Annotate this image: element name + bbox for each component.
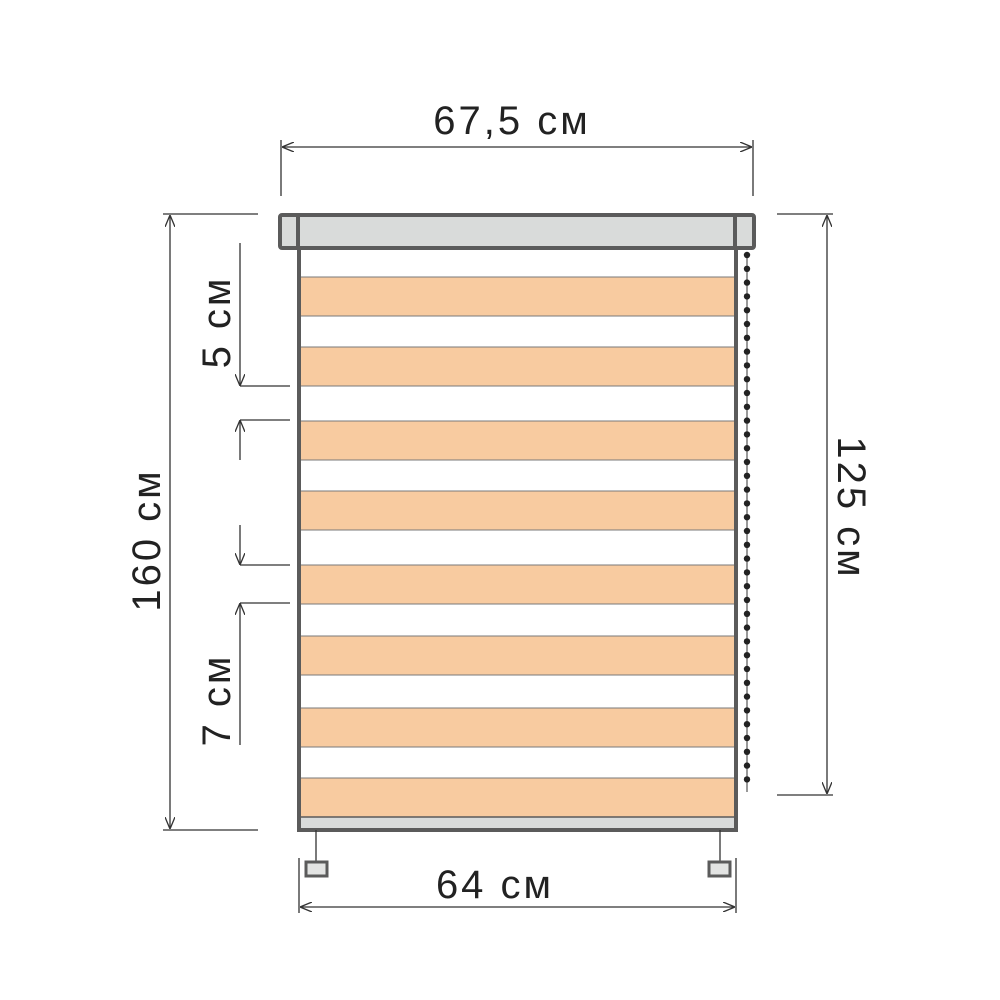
chain-bead xyxy=(743,652,751,659)
bead-chain-icon xyxy=(743,251,751,792)
chain-length-label: 125 см xyxy=(829,436,873,579)
total-height-label: 160 см xyxy=(125,468,169,611)
chain-bead xyxy=(743,417,751,424)
chain-bead xyxy=(743,527,751,535)
chain-bead xyxy=(743,762,751,769)
chain-bead xyxy=(743,403,751,410)
opaque-stripe xyxy=(299,635,736,676)
chain-bead xyxy=(743,293,751,300)
chain-bead xyxy=(743,583,751,590)
fabric-width-label: 64 см xyxy=(436,863,554,907)
opaque-stripe xyxy=(299,346,736,387)
dimension-sheer-gap-5: 5 см xyxy=(195,243,290,460)
opaque-stripe xyxy=(299,490,736,531)
chain-bead xyxy=(743,500,751,507)
chain-bead xyxy=(743,431,751,438)
fabric xyxy=(297,244,738,832)
chain-bead xyxy=(743,679,751,686)
chain-bead xyxy=(743,721,751,728)
chain-bead xyxy=(743,486,751,493)
chain-bead xyxy=(743,707,751,714)
chain-weight-icon xyxy=(304,830,732,878)
chain-bead xyxy=(743,334,751,341)
chain-bead xyxy=(743,458,751,466)
chain-bead xyxy=(743,320,751,328)
chain-bead xyxy=(743,307,751,314)
stripe-7-label: 7 см xyxy=(195,654,239,747)
opaque-stripe xyxy=(299,707,736,748)
chain-bead xyxy=(743,265,751,272)
opaque-stripe xyxy=(299,564,736,605)
chain-bead xyxy=(743,610,751,617)
chain-bead xyxy=(743,514,751,521)
chain-bead xyxy=(743,389,751,397)
cassette xyxy=(278,213,756,250)
chain-bead xyxy=(743,472,751,479)
chain-bead xyxy=(743,569,751,576)
opaque-stripe xyxy=(299,276,736,317)
bottom-rail xyxy=(299,816,736,830)
dimension-chain-length: 125 см xyxy=(777,213,873,796)
chain-bead xyxy=(743,362,751,369)
chain-bead xyxy=(743,279,751,286)
stripe-5-label: 5 см xyxy=(195,276,239,369)
chain-bead xyxy=(743,748,751,755)
chain-bead xyxy=(743,624,751,631)
chain-bead xyxy=(743,665,751,673)
chain-bead xyxy=(743,734,751,742)
dimension-cassette-width: 67,5 см xyxy=(280,99,754,196)
chain-bead xyxy=(743,693,751,700)
opaque-stripes xyxy=(299,276,736,818)
dimension-fabric-width: 64 см xyxy=(298,858,737,913)
chain-bead xyxy=(743,776,751,783)
chain-bead xyxy=(743,348,751,355)
chain-bead xyxy=(743,541,751,548)
dimension-stripe-7: 7 см xyxy=(195,525,290,746)
chain-bead xyxy=(743,638,751,645)
cassette-width-label: 67,5 см xyxy=(433,99,590,143)
opaque-stripe xyxy=(299,777,736,818)
opaque-stripe xyxy=(299,420,736,461)
chain-bead xyxy=(743,596,751,604)
chain-bead xyxy=(743,251,751,259)
chain-bead xyxy=(743,555,751,562)
chain-bead xyxy=(743,445,751,452)
dimension-total-height: 160 см xyxy=(125,213,258,831)
chain-bead xyxy=(743,376,751,383)
